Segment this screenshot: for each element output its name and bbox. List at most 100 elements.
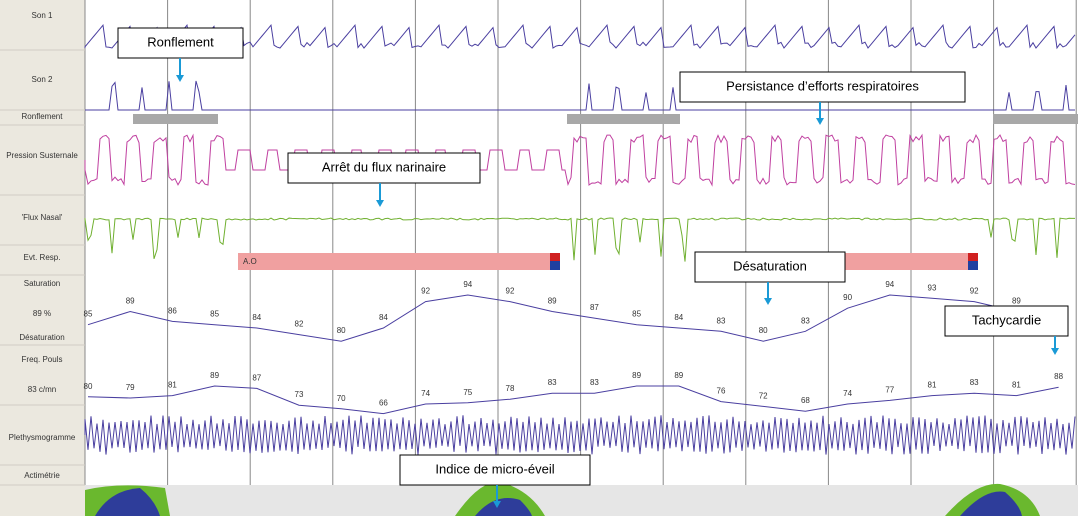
label-column	[0, 0, 85, 516]
event-bar	[843, 253, 978, 270]
trend-value: 94	[463, 280, 472, 289]
trend-line	[87, 294, 1017, 342]
trend-value: 89	[210, 371, 219, 380]
event-marker	[550, 253, 560, 261]
snore-bar	[993, 114, 1078, 124]
trend-value: 93	[928, 283, 937, 292]
trend-value: 86	[168, 306, 177, 315]
annotation-box	[117, 27, 244, 59]
trend-line	[87, 385, 1059, 415]
annotation-box	[287, 152, 481, 184]
pressure-trace	[84, 133, 1076, 187]
channel-label: Son 2	[32, 75, 53, 84]
annotation-text: Arrêt du flux narinaire	[322, 159, 446, 174]
trend-value: 84	[252, 313, 261, 322]
annotation-text: Indice de micro-éveil	[435, 461, 554, 476]
trend-value: 87	[252, 373, 261, 382]
event-bars: A.O	[238, 253, 978, 270]
trend-value: 81	[1012, 381, 1021, 390]
trend-value: 94	[885, 280, 894, 289]
annotation-text: Ronflement	[147, 34, 214, 49]
trend-value: 80	[337, 326, 346, 335]
trend-value: 89	[632, 371, 641, 380]
annotation-box	[694, 251, 846, 283]
channel-label: Evt. Resp.	[24, 253, 61, 262]
trend-value: 68	[801, 396, 810, 405]
trend-value: 75	[463, 388, 472, 397]
trend-value: 84	[379, 313, 388, 322]
flow-trace	[84, 217, 1076, 262]
trend-value: 83	[970, 378, 979, 387]
trend-value: 89	[126, 297, 135, 306]
stage-blob	[95, 488, 160, 516]
trend-value: 81	[928, 381, 937, 390]
trend-value: 83	[801, 316, 810, 325]
channel-label: Plethysmogramme	[9, 433, 76, 442]
arrow-head	[816, 118, 824, 125]
pleth-trace	[84, 415, 1076, 455]
trend-value: 87	[590, 303, 599, 312]
arrow-head	[764, 298, 772, 305]
arrow-head	[376, 200, 384, 207]
trend-value: 83	[717, 316, 726, 325]
channel-label: 83 c/mn	[28, 385, 56, 394]
trend-value: 77	[885, 385, 894, 394]
son1-trace	[84, 24, 1076, 50]
trend-value: 74	[421, 389, 430, 398]
annotation-text: Persistance d’efforts respiratoires	[726, 78, 919, 93]
trend-value: 70	[337, 394, 346, 403]
snore-bar	[133, 114, 218, 124]
annotation-text: Tachycardie	[972, 312, 1041, 327]
trend-value: 80	[759, 326, 768, 335]
trend-value: 66	[379, 399, 388, 408]
stage-blobs	[85, 481, 1040, 516]
trend-values: 85 89 86 85 84 82 80 84 92 94 92 89 87 85 84 83 80 83 90 94…	[84, 280, 1064, 415]
trend-value: 73	[295, 390, 304, 399]
trend-value: 78	[506, 384, 515, 393]
channel-label: Actimétrie	[24, 471, 60, 480]
trend-value: 76	[717, 387, 726, 396]
channel-label: Son 1	[32, 11, 53, 20]
trend-value: 90	[843, 293, 852, 302]
event-marker	[968, 253, 978, 261]
event-marker	[968, 261, 978, 270]
waveforms	[84, 24, 1076, 455]
snore-bars	[133, 114, 1078, 124]
event-marker	[550, 261, 560, 270]
arrow-head	[493, 501, 501, 508]
son2-trace	[85, 80, 1075, 111]
channel-label: Ronflement	[22, 112, 64, 121]
trend-value: 88	[1054, 372, 1063, 381]
annotation-box	[944, 305, 1069, 337]
trend-value: 85	[84, 310, 93, 319]
channel-labels: Son 1 Son 2 Ronflement Pression Susternale '…	[6, 11, 78, 480]
trend-value: 84	[674, 313, 683, 322]
stage-blob	[960, 491, 1022, 516]
trend-value: 89	[1012, 297, 1021, 306]
annotation-box	[679, 71, 966, 103]
trend-value: 83	[590, 378, 599, 387]
event-label: A.O	[243, 257, 257, 266]
trend-value: 80	[84, 382, 93, 391]
trend-value: 79	[126, 383, 135, 392]
annotation-text: Désaturation	[733, 258, 807, 273]
trend-value: 83	[548, 378, 557, 387]
arrow-head	[176, 75, 184, 82]
trend-value: 74	[843, 389, 852, 398]
stage-track	[85, 485, 1078, 516]
trend-value: 92	[970, 287, 979, 296]
channel-label: Désaturation	[19, 333, 64, 342]
channel-label: 89 %	[33, 309, 51, 318]
channel-label: 'Flux Nasal'	[22, 213, 63, 222]
annotation-box	[399, 454, 591, 486]
annotations: Ronflement Persistance d’efforts respirat…	[117, 27, 1069, 508]
event-bar	[238, 253, 560, 270]
trend-value: 92	[421, 287, 430, 296]
arrow-head	[1051, 348, 1059, 355]
trend-value: 81	[168, 381, 177, 390]
trend-value: 89	[674, 371, 683, 380]
channel-label: Freq. Pouls	[22, 355, 63, 364]
channel-label: Pression Susternale	[6, 151, 78, 160]
stage-blob	[475, 498, 532, 516]
